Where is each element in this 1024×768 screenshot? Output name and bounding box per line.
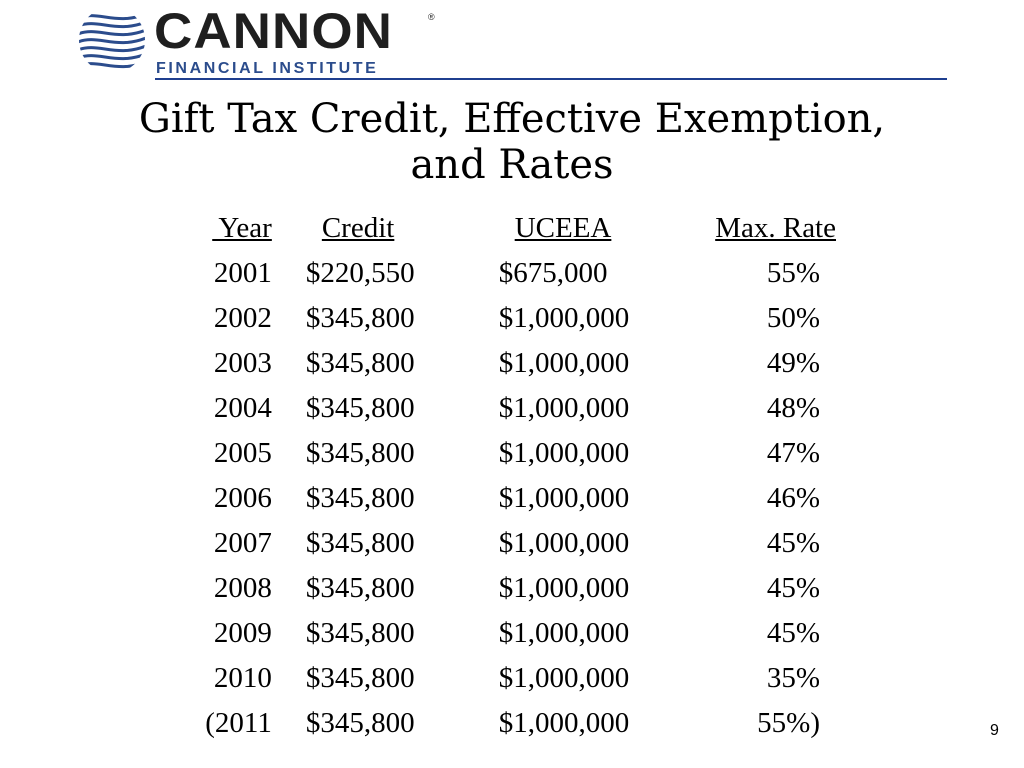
cell-credit: $220,550 xyxy=(305,257,415,289)
table-row: 2002 $345,800 $1,000,000 50% xyxy=(180,296,860,341)
cell-max-rate: 55%) xyxy=(757,707,820,739)
cell-credit: $345,800 xyxy=(305,707,415,739)
table-row: 2004 $345,800 $1,000,000 48% xyxy=(180,386,860,431)
slide-title: Gift Tax Credit, Effective Exemption, an… xyxy=(0,96,1024,188)
cell-uceea: $1,000,000 xyxy=(498,662,630,694)
cell-year: (2011 xyxy=(205,707,272,739)
cell-max-rate: 45% xyxy=(766,572,820,604)
cell-year: 2006 xyxy=(213,482,272,514)
cell-max-rate: 49% xyxy=(766,347,820,379)
cell-max-rate: 55% xyxy=(766,257,820,289)
cell-credit: $345,800 xyxy=(305,302,415,334)
cell-max-rate: 47% xyxy=(766,437,820,469)
header-credit: Credit xyxy=(321,212,395,244)
cell-max-rate: 45% xyxy=(766,617,820,649)
table-row: 2001 $220,550 $675,000 55% xyxy=(180,251,860,296)
cell-max-rate: 45% xyxy=(766,527,820,559)
table-row: 2007 $345,800 $1,000,000 45% xyxy=(180,521,860,566)
cell-max-rate: 48% xyxy=(766,392,820,424)
header-max-rate: Max. Rate xyxy=(715,212,836,244)
cell-max-rate: 50% xyxy=(766,302,820,334)
cell-max-rate: 46% xyxy=(766,482,820,514)
header-year: Year xyxy=(212,212,272,244)
cell-uceea: $675,000 xyxy=(498,257,608,289)
cell-year: 2007 xyxy=(213,527,272,559)
cell-uceea: $1,000,000 xyxy=(498,437,630,469)
cell-credit: $345,800 xyxy=(305,437,415,469)
cell-uceea: $1,000,000 xyxy=(498,527,630,559)
cell-year: 2008 xyxy=(213,572,272,604)
table-header-row: Year Credit UCEEA Max. Rate xyxy=(180,206,860,251)
registered-mark: ® xyxy=(428,12,435,22)
cell-year: 2005 xyxy=(213,437,272,469)
cell-year: 2002 xyxy=(213,302,272,334)
table-body: 2001 $220,550 $675,000 55% 2002 $345,800 $1,00… xyxy=(180,251,860,746)
cannon-swirl-logo-icon xyxy=(79,12,145,69)
cell-uceea: $1,000,000 xyxy=(498,347,630,379)
logo-wordmark: CANNON xyxy=(154,3,393,59)
table-row: 2003 $345,800 $1,000,000 49% xyxy=(180,341,860,386)
cell-uceea: $1,000,000 xyxy=(498,392,630,424)
table-row: 2009 $345,800 $1,000,000 45% xyxy=(180,611,860,656)
cannon-logo: CANNON ® FINANCIAL INSTITUTE xyxy=(76,4,436,78)
cell-credit: $345,800 xyxy=(305,347,415,379)
cell-credit: $345,800 xyxy=(305,572,415,604)
cell-uceea: $1,000,000 xyxy=(498,707,630,739)
cell-year: 2003 xyxy=(213,347,272,379)
cell-uceea: $1,000,000 xyxy=(498,482,630,514)
table-row: 2010 $345,800 $1,000,000 35% xyxy=(180,656,860,701)
table-row: 2005 $345,800 $1,000,000 47% xyxy=(180,431,860,476)
table-row: 2006 $345,800 $1,000,000 46% xyxy=(180,476,860,521)
page-number: 9 xyxy=(990,722,999,739)
cell-year: 2010 xyxy=(213,662,272,694)
cell-max-rate: 35% xyxy=(766,662,820,694)
cell-uceea: $1,000,000 xyxy=(498,572,630,604)
gift-tax-rate-table: Year Credit UCEEA Max. Rate 2001 $220,550… xyxy=(180,206,860,746)
header-uceea: UCEEA xyxy=(514,212,612,244)
header-divider xyxy=(155,78,947,80)
logo-subtitle: FINANCIAL INSTITUTE xyxy=(156,60,379,77)
cell-year: 2001 xyxy=(213,257,272,289)
cell-credit: $345,800 xyxy=(305,392,415,424)
table-row: 2008 $345,800 $1,000,000 45% xyxy=(180,566,860,611)
cell-credit: $345,800 xyxy=(305,482,415,514)
cell-year: 2009 xyxy=(213,617,272,649)
cell-uceea: $1,000,000 xyxy=(498,302,630,334)
cell-credit: $345,800 xyxy=(305,617,415,649)
cell-credit: $345,800 xyxy=(305,662,415,694)
cell-year: 2004 xyxy=(213,392,272,424)
slide-title-line-1: Gift Tax Credit, Effective Exemption, xyxy=(138,96,886,142)
cell-credit: $345,800 xyxy=(305,527,415,559)
table-row: (2011 $345,800 $1,000,000 55%) xyxy=(180,701,860,746)
slide-title-line-2: and Rates xyxy=(410,142,614,188)
cell-uceea: $1,000,000 xyxy=(498,617,630,649)
